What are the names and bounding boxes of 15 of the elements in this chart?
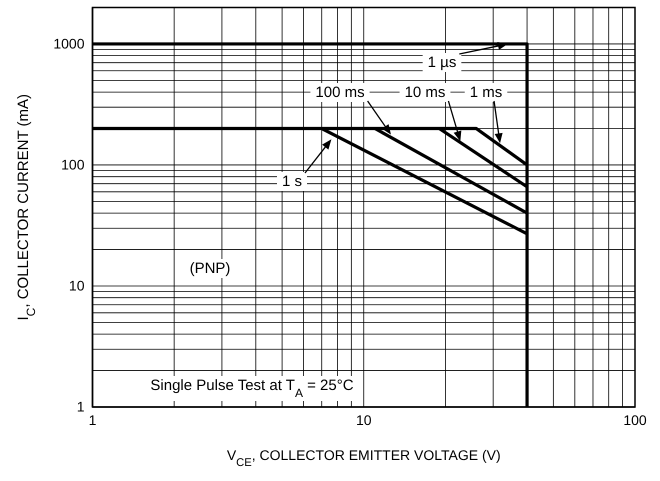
x-tick-label: 1 (88, 412, 97, 428)
annotation: 1 µs (428, 54, 456, 71)
annotation: 100 ms (315, 84, 365, 101)
x-tick-label: 10 (356, 412, 372, 428)
annotation: 10 ms (404, 84, 446, 101)
x-axis-title: V$_{CE}$, COLLECTOR EMITTER VOLTAGE (V) (226, 447, 501, 469)
x-tick-label: 100 (623, 412, 647, 428)
y-tick-label: 10 (68, 277, 85, 294)
annotation: 1 ms (470, 84, 502, 101)
y-tick-label: 100 (61, 156, 85, 172)
y-tick-label: 1000 (53, 35, 85, 52)
annotation: 1 s (282, 173, 302, 190)
annotation: (PNP) (190, 260, 230, 277)
y-tick-label: 1 (76, 398, 85, 414)
annotation: Single Pulse Test at T$_{A}$ = 25°C (150, 377, 354, 400)
